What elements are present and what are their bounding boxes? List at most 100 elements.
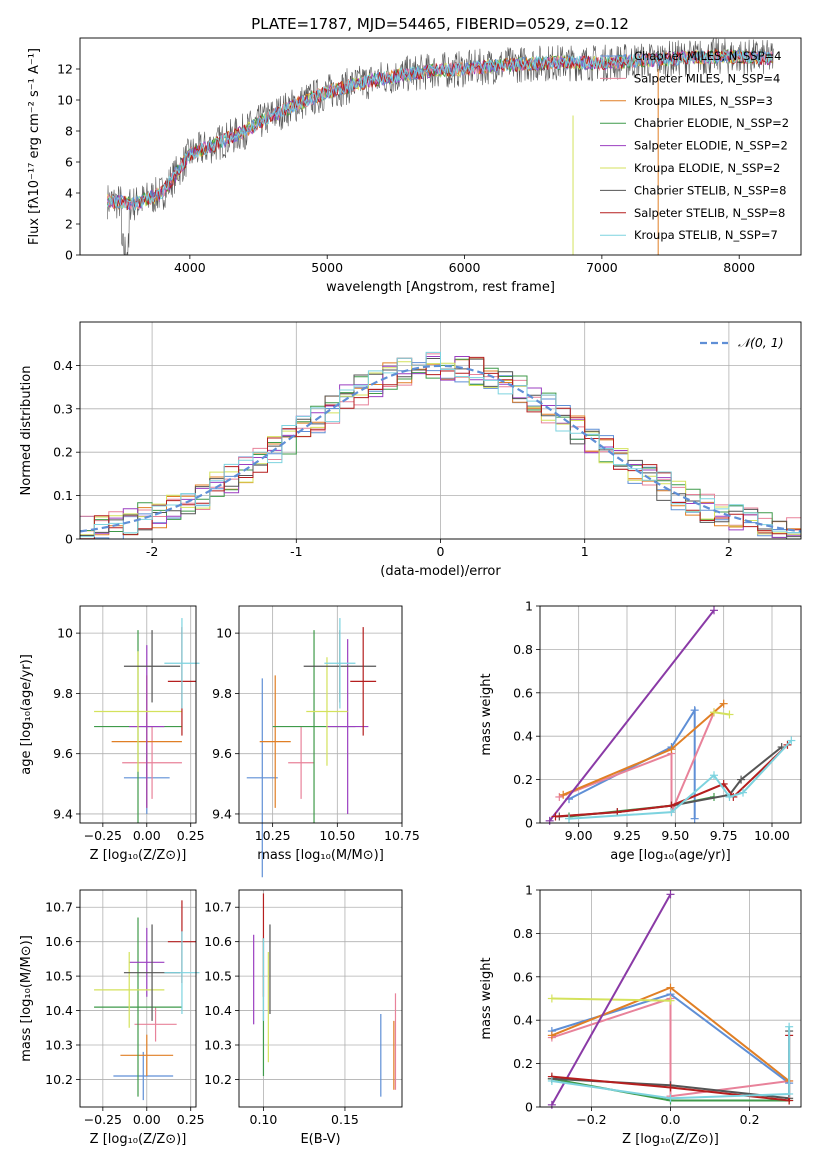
x-tick-label: 2 (725, 544, 733, 559)
x-axis-label: (data-model)/error (380, 564, 501, 579)
x-tick-label: -1 (290, 544, 302, 559)
y-tick-label: 0.2 (53, 445, 73, 460)
x-axis-label: E(B-V) (300, 1132, 340, 1147)
y-tick-label: 0.6 (513, 685, 533, 700)
chart-residuals: -2 -1 0 1 2 0 0.1 0.2 0.3 0.4 (data-model)/error No… (19, 321, 802, 579)
plot-frame (238, 889, 403, 1108)
y-tick-label: 10 (216, 626, 232, 641)
x-tick-label: 5000 (311, 260, 343, 275)
y-tick-label: 6 (65, 155, 73, 170)
x-tick-label: 0.0 (661, 1112, 681, 1127)
histogram-salpeter_stelib (80, 356, 801, 540)
y-axis-label: mass [log₁₀(M/M⊙)] (19, 935, 34, 1062)
y-tick-label: 0.8 (513, 642, 533, 657)
y-tick-label: 10.3 (45, 1038, 73, 1053)
y-tick-label: 2 (65, 217, 73, 232)
plot-frame (539, 605, 802, 824)
y-tick-label: 0.2 (513, 772, 533, 787)
y-tick-label: 10.5 (204, 969, 232, 984)
y-tick-label: 9.6 (212, 746, 232, 761)
y-tick-label: 10.4 (45, 1003, 73, 1018)
y-tick-label: 0.1 (53, 488, 73, 503)
y-tick-label: 1 (525, 883, 533, 898)
x-tick-label: 0.25 (177, 1112, 205, 1127)
x-tick-label: 6000 (449, 260, 481, 275)
plot-frame (238, 605, 403, 824)
y-tick-label: 0.2 (513, 1056, 533, 1071)
y-tick-label: 0.4 (513, 729, 533, 744)
y-tick-label: 9.8 (53, 686, 73, 701)
y-tick-label: 12 (57, 62, 73, 77)
chart-age_vs_mass: 10.25 10.50 10.75 9.4 9.6 9.8 10 mass [log₁₀(M/… (212, 605, 420, 878)
x-axis-label: Z [log₁₀(Z/Z⊙)] (90, 1132, 187, 1147)
panels: 4000 5000 6000 7000 8000024681012wavelength … (19, 37, 802, 1147)
series-line-kroupa_stelib (551, 1026, 791, 1100)
series-line-salpeter_stelib (555, 744, 789, 818)
x-tick-label: 0.25 (177, 828, 205, 843)
x-tick-label: 0 (437, 544, 445, 559)
y-tick-label: 10.7 (204, 900, 232, 915)
plot-frame (79, 37, 802, 256)
y-axis-label: Flux [fλ10⁻¹⁷ erg cm⁻² s⁻¹ A⁻¹] (27, 48, 42, 245)
y-tick-label: 0.4 (53, 358, 73, 373)
x-axis-label: Z [log₁₀(Z/Z⊙)] (90, 848, 187, 863)
y-tick-label: 10.6 (204, 934, 232, 949)
chart-age_vs_z: −0.25 0.00 0.25 9.4 9.6 9.8 10 Z [log₁₀(Z/Z⊙)] a… (19, 605, 205, 863)
x-tick-label: 4000 (174, 260, 206, 275)
x-axis-label: mass [log₁₀(M/M⊙)] (257, 848, 384, 863)
series-line-salpeter_elodie (548, 609, 715, 822)
legend-label: Chabrier STELIB, N_SSP=8 (634, 183, 786, 197)
y-tick-label: 10.6 (45, 934, 73, 949)
legend-label: 𝒩(0, 1) (738, 335, 784, 350)
x-tick-label: 9.25 (613, 828, 641, 843)
x-tick-label: 1 (581, 544, 589, 559)
spectrum-salpeter_stelib (107, 48, 773, 210)
legend-label: Salpeter STELIB, N_SSP=8 (634, 206, 785, 220)
x-tick-label: 0.00 (133, 828, 161, 843)
y-axis-label: mass weight (479, 673, 494, 755)
legend-label: Salpeter MILES, N_SSP=4 (634, 71, 780, 85)
y-tick-label: 1 (525, 599, 533, 614)
legend-label: Kroupa MILES, N_SSP=3 (634, 94, 773, 108)
y-tick-label: 10 (57, 626, 73, 641)
x-axis-label: age [log₁₀(age/yr)] (610, 848, 731, 863)
legend-label: Chabrier ELODIE, N_SSP=2 (634, 116, 789, 130)
y-tick-label: 0 (525, 816, 533, 831)
legend-label: Chabrier MILES, N_SSP=4 (634, 49, 781, 63)
y-tick-label: 9.8 (212, 686, 232, 701)
x-tick-label: 10.25 (255, 828, 291, 843)
series-line-salpeter_miles (558, 711, 715, 813)
series-line-salpeter_miles (551, 997, 790, 1098)
x-tick-label: 0.15 (331, 1112, 359, 1127)
legend-label: Salpeter ELODIE, N_SSP=2 (634, 139, 788, 153)
y-tick-label: 9.4 (53, 806, 73, 821)
y-tick-label: 10.5 (45, 969, 73, 984)
chart-mass_vs_z: −0.25 0.00 0.25 10.2 10.3 10.4 10.5 10.6 10.7 Z [… (19, 889, 205, 1147)
y-tick-label: 9.4 (212, 806, 232, 821)
series-line-kroupa_stelib (568, 739, 793, 820)
figure-title: PLATE=1787, MJD=54465, FIBERID=0529, z=0… (251, 15, 629, 33)
x-tick-label: −0.25 (84, 828, 122, 843)
x-tick-label: 10.75 (384, 828, 420, 843)
histogram-kroupa_stelib (80, 351, 801, 538)
y-tick-label: 8 (65, 124, 73, 139)
x-tick-label: -2 (146, 544, 158, 559)
y-tick-label: 0 (525, 1100, 533, 1115)
chart-weight_vs_z: −0.2 0.0 0.2 0 0.2 0.4 0.6 0.8 1 Z [log₁₀(Z/Z⊙)] m… (479, 883, 802, 1147)
legend-label: Kroupa STELIB, N_SSP=7 (634, 228, 778, 242)
spectrum-kroupa_stelib (107, 49, 773, 211)
chart-mass_vs_ebv: 0.10 0.15 10.2 10.3 10.4 10.5 10.6 10.7 E(B-V) (204, 889, 403, 1147)
y-tick-label: 10 (57, 93, 73, 108)
plot-frame (79, 605, 197, 824)
plot-frame (79, 321, 802, 540)
y-tick-label: 0.3 (53, 401, 73, 416)
x-tick-label: −0.25 (84, 1112, 122, 1127)
plot-frame (539, 889, 802, 1108)
legend-label: Kroupa ELODIE, N_SSP=2 (634, 161, 780, 175)
gaussian-curve (79, 364, 802, 533)
x-tick-label: −0.2 (576, 1112, 606, 1127)
x-tick-label: 7000 (586, 260, 618, 275)
x-tick-label: 8000 (723, 260, 755, 275)
spectrum-salpeter_miles (107, 50, 773, 210)
series-line-salpeter_elodie (551, 893, 672, 1106)
